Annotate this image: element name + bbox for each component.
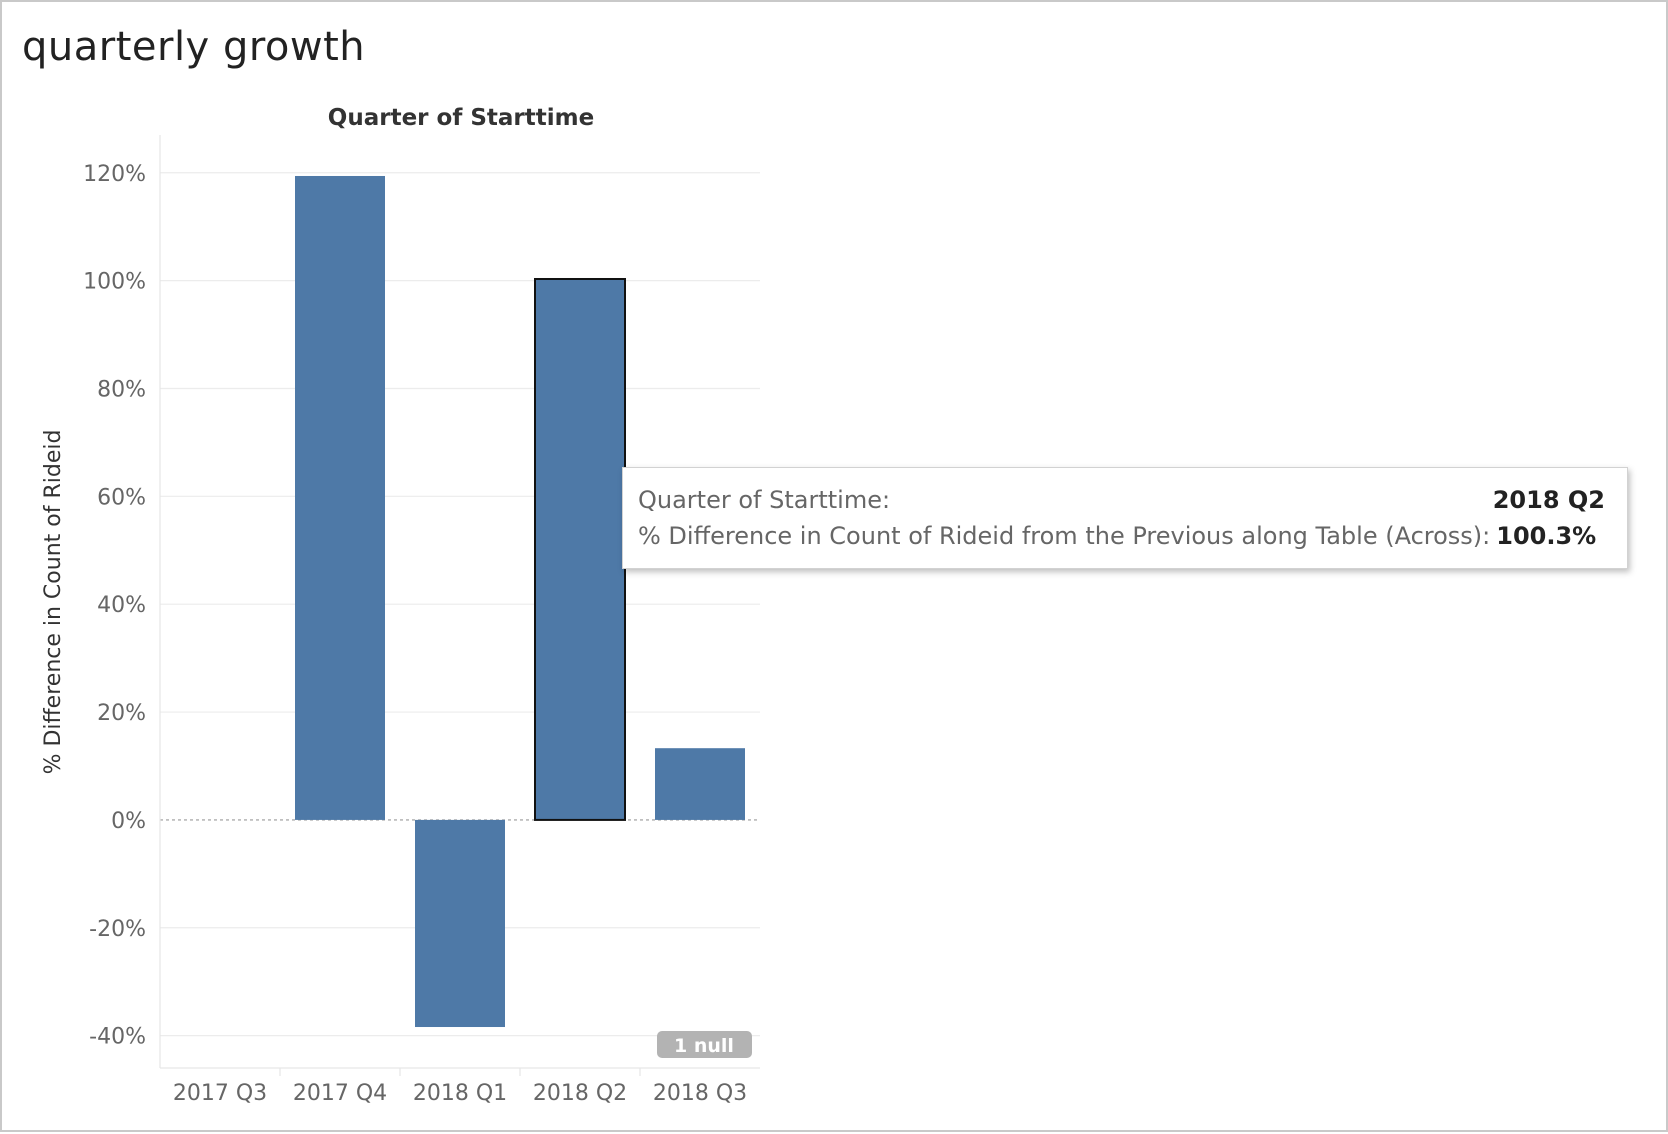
tooltip: Quarter of Starttime: 2018 Q2 % Differen… — [622, 467, 1628, 569]
x-tick-label: 2017 Q3 — [173, 1081, 267, 1106]
tooltip-quarter-value: 2018 Q2 — [1492, 486, 1605, 514]
bar-2017-q4[interactable] — [295, 175, 385, 820]
sheet-title: quarterly growth — [22, 24, 366, 70]
y-tick-label: -40% — [89, 1025, 146, 1050]
tooltip-difference-label: % Difference in Count of Rideid from the… — [638, 522, 1491, 550]
x-tick-label: 2018 Q2 — [533, 1081, 627, 1106]
y-tick-label: -20% — [89, 917, 146, 942]
tooltip-row-quarter: Quarter of Starttime: 2018 Q2 — [638, 486, 1605, 514]
y-tick-label: 40% — [97, 593, 146, 618]
x-axis-ticks: 2017 Q3 2017 Q4 2018 Q1 2018 Q2 2018 Q3 — [173, 1068, 747, 1106]
y-tick-label: 20% — [97, 701, 146, 726]
y-tick-label: 120% — [83, 162, 146, 187]
bar-2018-q2[interactable] — [534, 277, 626, 821]
tooltip-difference-value: 100.3% — [1496, 522, 1597, 550]
chart-title: Quarter of Starttime — [328, 105, 594, 131]
bars — [295, 175, 745, 1028]
x-tick-label: 2018 Q1 — [413, 1081, 507, 1106]
y-tick-label: 0% — [111, 809, 146, 834]
y-axis-ticks: -40% -20% 0% 20% 40% 60% 80% 100% 120% — [83, 162, 146, 1050]
y-tick-label: 80% — [97, 377, 146, 402]
gridlines — [159, 135, 760, 1069]
tooltip-quarter-label: Quarter of Starttime: — [638, 486, 891, 514]
y-tick-label: 60% — [97, 485, 146, 510]
x-tick-label: 2018 Q3 — [653, 1081, 747, 1106]
null-indicator-badge[interactable]: 1 null — [657, 1031, 752, 1058]
bar-2018-q1[interactable] — [415, 819, 505, 1028]
y-axis-label: % Difference in Count of Rideid — [41, 430, 66, 775]
y-tick-label: 100% — [83, 270, 146, 295]
tooltip-row-difference: % Difference in Count of Rideid from the… — [638, 522, 1605, 550]
null-indicator-text[interactable]: 1 null — [674, 1035, 734, 1057]
x-tick-label: 2017 Q4 — [293, 1081, 387, 1106]
bar-2018-q3[interactable] — [655, 748, 745, 820]
